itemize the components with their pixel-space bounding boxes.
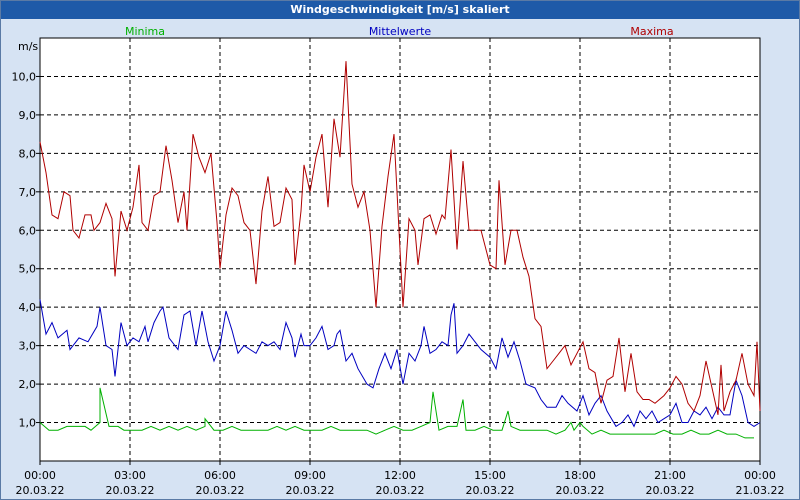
series-line-mittelwerte — [39, 299, 761, 428]
series-lines — [39, 61, 761, 439]
x-tick-date: 20.03.22 — [646, 484, 695, 497]
x-tick-date: 21.03.22 — [736, 484, 785, 497]
y-tick-label: 8,0 — [19, 147, 37, 160]
y-axis-label: m/s — [18, 40, 38, 53]
y-tick-label: 9,0 — [19, 109, 37, 122]
y-tick-label: 6,0 — [19, 224, 37, 237]
x-tick-time: 12:00 — [384, 469, 416, 482]
y-tick-label: 10,0 — [12, 70, 37, 83]
legend-entry-minima: Minima — [125, 25, 165, 38]
x-tick-time: 06:00 — [204, 469, 236, 482]
legend-entry-maxima: Maxima — [630, 25, 673, 38]
legend-entry-mittelwerte: Mittelwerte — [369, 25, 432, 38]
x-tick-date: 20.03.22 — [466, 484, 515, 497]
series-line-minima — [39, 387, 754, 439]
x-tick-time: 00:00 — [744, 469, 776, 482]
x-tick-time: 03:00 — [114, 469, 146, 482]
y-axis-ticks: 1,0 2,0 3,0 4,0 5,0 6,0 7,0 8,0 9,0 10,0 — [12, 70, 40, 430]
grid-lines — [40, 38, 760, 461]
legend: Minima Mittelwerte Maxima — [125, 25, 674, 38]
x-tick-date: 20.03.22 — [556, 484, 605, 497]
x-tick-date: 20.03.22 — [196, 484, 245, 497]
x-tick-date: 20.03.22 — [16, 484, 65, 497]
x-tick-date: 20.03.22 — [106, 484, 155, 497]
x-tick-time: 00:00 — [24, 469, 56, 482]
y-tick-label: 1,0 — [19, 417, 37, 430]
x-tick-date: 20.03.22 — [286, 484, 335, 497]
y-tick-label: 7,0 — [19, 186, 37, 199]
series-line-maxima — [39, 61, 761, 416]
y-tick-label: 2,0 — [19, 378, 37, 391]
y-tick-label: 3,0 — [19, 340, 37, 353]
x-tick-date: 20.03.22 — [376, 484, 425, 497]
window-title: Windgeschwindigkeit [m/s] skaliert — [1, 1, 799, 19]
x-tick-time: 21:00 — [654, 469, 686, 482]
x-tick-time: 18:00 — [564, 469, 596, 482]
y-tick-label: 5,0 — [19, 263, 37, 276]
x-axis-ticks: 00:00 20.03.22 03:00 20.03.22 06:00 20.03.22 0… — [16, 461, 785, 497]
x-tick-time: 09:00 — [294, 469, 326, 482]
y-tick-label: 4,0 — [19, 301, 37, 314]
x-tick-time: 15:00 — [474, 469, 506, 482]
